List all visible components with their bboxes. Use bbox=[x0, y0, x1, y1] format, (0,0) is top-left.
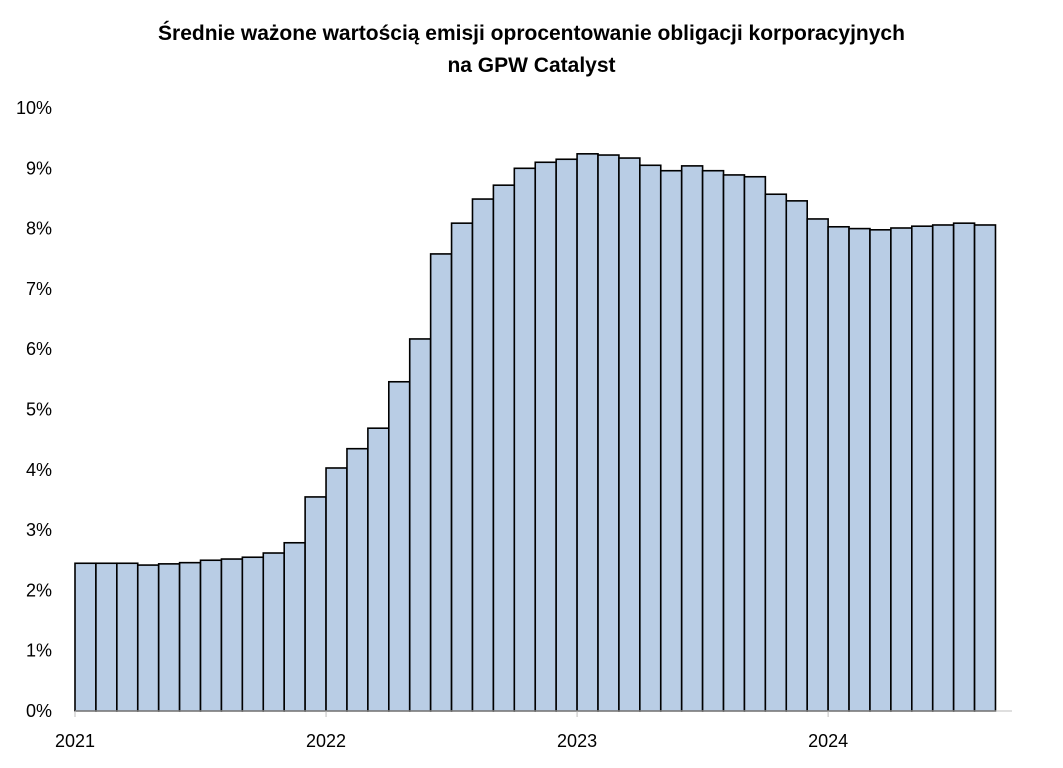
bar bbox=[450, 222, 474, 712]
y-tick-label: 3% bbox=[26, 520, 52, 540]
bar bbox=[283, 541, 306, 712]
bar bbox=[346, 447, 369, 712]
chart-title: Średnie ważone wartością emisji oprocent… bbox=[0, 18, 1063, 82]
bar bbox=[116, 562, 139, 712]
bar bbox=[408, 338, 432, 712]
bar bbox=[597, 154, 620, 712]
chart-title-line-1: Średnie ważone wartością emisji oprocent… bbox=[158, 22, 905, 45]
bar bbox=[659, 169, 683, 712]
x-tick-label: 2022 bbox=[306, 731, 346, 751]
bar bbox=[910, 225, 934, 712]
bar bbox=[241, 556, 265, 712]
bar bbox=[136, 564, 160, 712]
bar bbox=[429, 253, 453, 712]
bar bbox=[618, 157, 641, 712]
bar bbox=[785, 200, 809, 712]
bar bbox=[304, 496, 327, 712]
bar bbox=[74, 562, 97, 712]
bar bbox=[555, 158, 578, 712]
y-tick-label: 2% bbox=[26, 580, 52, 600]
y-tick-label: 6% bbox=[26, 339, 52, 359]
bar bbox=[680, 165, 704, 712]
bar bbox=[576, 153, 599, 712]
bar bbox=[325, 467, 348, 712]
bar bbox=[534, 161, 557, 712]
x-tick-label: 2024 bbox=[808, 731, 848, 751]
bar bbox=[471, 198, 495, 712]
chart-title-line-2: na GPW Catalyst bbox=[447, 54, 616, 77]
bar bbox=[387, 380, 411, 712]
bar bbox=[262, 552, 285, 712]
y-tick-label: 8% bbox=[26, 219, 52, 239]
bar bbox=[157, 563, 181, 712]
bar bbox=[952, 222, 976, 712]
y-tick-label: 1% bbox=[26, 641, 52, 661]
bar bbox=[869, 229, 892, 712]
bar bbox=[722, 174, 746, 712]
bar bbox=[973, 224, 997, 712]
y-tick-label: 0% bbox=[26, 701, 52, 721]
bar bbox=[367, 427, 390, 712]
bar bbox=[743, 175, 767, 712]
bar bbox=[199, 559, 223, 712]
bar bbox=[931, 224, 955, 712]
bar bbox=[764, 193, 788, 712]
y-tick-label: 4% bbox=[26, 460, 52, 480]
bar bbox=[890, 227, 913, 712]
bar bbox=[639, 164, 662, 712]
bar bbox=[701, 169, 725, 712]
y-tick-label: 7% bbox=[26, 279, 52, 299]
x-tick-label: 2021 bbox=[55, 731, 95, 751]
bar bbox=[492, 184, 516, 712]
x-tick-label: 2023 bbox=[557, 731, 597, 751]
bar bbox=[95, 562, 118, 712]
y-tick-label: 9% bbox=[26, 158, 52, 178]
y-tick-label: 10% bbox=[16, 98, 52, 118]
y-tick-label: 5% bbox=[26, 400, 52, 420]
bar bbox=[827, 225, 850, 712]
bar bbox=[178, 561, 202, 712]
bar bbox=[848, 227, 871, 712]
bar bbox=[220, 558, 244, 712]
bar bbox=[513, 167, 537, 712]
bar bbox=[806, 218, 829, 712]
